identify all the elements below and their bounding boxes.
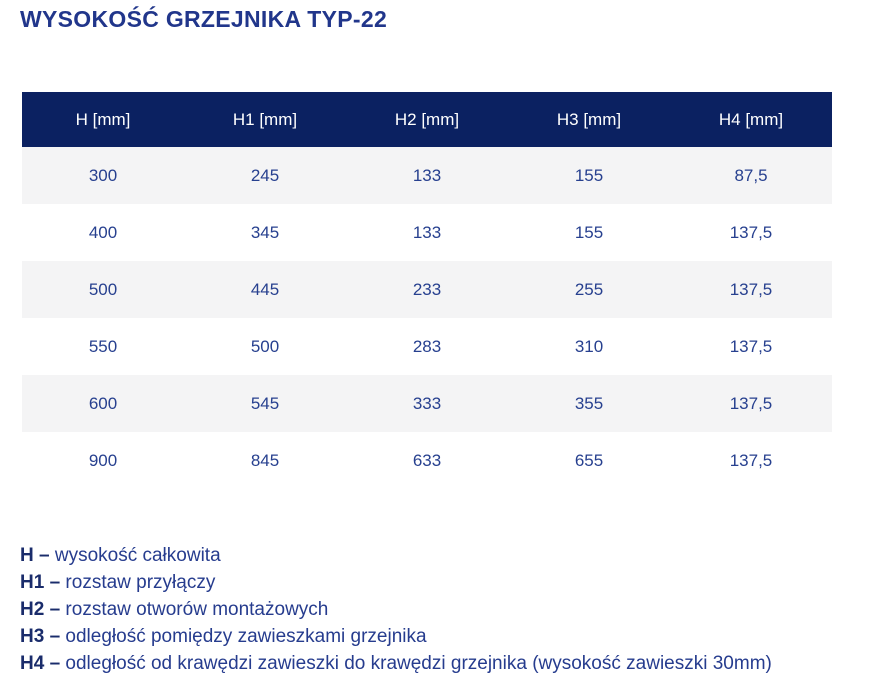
legend-item: H – wysokość całkowita [20, 542, 772, 569]
table-row: 500 445 233 255 137,5 [22, 261, 832, 318]
legend-term: H – [20, 545, 55, 566]
table-cell: 655 [574, 450, 604, 470]
table-body: 300 245 133 155 87,5 400 345 133 155 137,5 500 445 2… [22, 147, 832, 489]
radiator-dimensions-table: H [mm] H1 [mm] H2 [mm] H3 [mm] H4 [mm] 300 24… [22, 92, 832, 489]
legend-definition: rozstaw przyłączy [65, 572, 216, 593]
legend-item: H4 – odległość od krawędzi zawieszki do … [20, 650, 772, 677]
table-cell: 845 [250, 450, 280, 470]
table-row: 900 845 633 655 137,5 [22, 432, 832, 489]
table-cell: 283 [412, 336, 442, 356]
legend: H – wysokość całkowita H1 – rozstaw przył… [20, 542, 772, 677]
table-cell: 550 [88, 336, 118, 356]
table-cell: 233 [412, 279, 442, 299]
table-cell: 633 [412, 450, 442, 470]
table-cell: 500 [88, 279, 118, 299]
table-cell: 87,5 [734, 165, 768, 185]
table-cell: 545 [250, 393, 280, 413]
table-cell: 255 [574, 279, 604, 299]
column-header: H4 [mm] [670, 92, 832, 147]
table-cell: 333 [412, 393, 442, 413]
legend-definition: wysokość całkowita [54, 545, 221, 566]
table-header: H [mm] H1 [mm] H2 [mm] H3 [mm] H4 [mm] [22, 92, 832, 147]
table-row: 400 345 133 155 137,5 [22, 204, 832, 261]
legend-item: H3 – odległość pomiędzy zawieszkami grze… [20, 623, 772, 650]
legend-item: H2 – rozstaw otworów montażowych [20, 596, 772, 623]
legend-item: H1 – rozstaw przyłączy [20, 569, 772, 596]
table-cell: 155 [574, 222, 604, 242]
column-header: H [mm] [22, 92, 184, 147]
table-cell: 355 [574, 393, 604, 413]
table-cell: 400 [88, 222, 118, 242]
legend-definition: odległość pomiędzy zawieszkami grzejnika [65, 626, 427, 647]
table-cell: 900 [88, 450, 118, 470]
legend-definition: rozstaw otworów montażowych [65, 599, 329, 620]
table-cell: 445 [250, 279, 280, 299]
legend-term: H3 – [20, 626, 66, 647]
table-cell: 310 [574, 336, 604, 356]
page-title: WYSOKOŚĆ GRZEJNIKA TYP-22 [20, 6, 388, 32]
legend-term: H1 – [20, 572, 66, 593]
column-header: H3 [mm] [508, 92, 670, 147]
legend-term: H4 – [20, 653, 66, 674]
table-cell: 133 [412, 222, 442, 242]
table-cell: 600 [88, 393, 118, 413]
table-cell: 345 [250, 222, 280, 242]
table-cell: 500 [250, 336, 280, 356]
column-header: H1 [mm] [184, 92, 346, 147]
table-cell: 300 [88, 165, 118, 185]
table-row: 300 245 133 155 87,5 [22, 147, 832, 204]
table-cell: 137,5 [729, 336, 773, 356]
table-row: 550 500 283 310 137,5 [22, 318, 832, 375]
legend-term: H2 – [20, 599, 66, 620]
table-cell: 137,5 [729, 393, 773, 413]
table-cell: 137,5 [729, 450, 773, 470]
table-cell: 137,5 [729, 279, 773, 299]
table-cell: 155 [574, 165, 604, 185]
table-row: 600 545 333 355 137,5 [22, 375, 832, 432]
table-cell: 133 [412, 165, 442, 185]
table-cell: 245 [250, 165, 280, 185]
legend-definition: odległość od krawędzi zawieszki do krawę… [65, 653, 772, 674]
column-header: H2 [mm] [346, 92, 508, 147]
table-cell: 137,5 [729, 222, 773, 242]
table-header-row: H [mm] H1 [mm] H2 [mm] H3 [mm] H4 [mm] [22, 92, 832, 147]
